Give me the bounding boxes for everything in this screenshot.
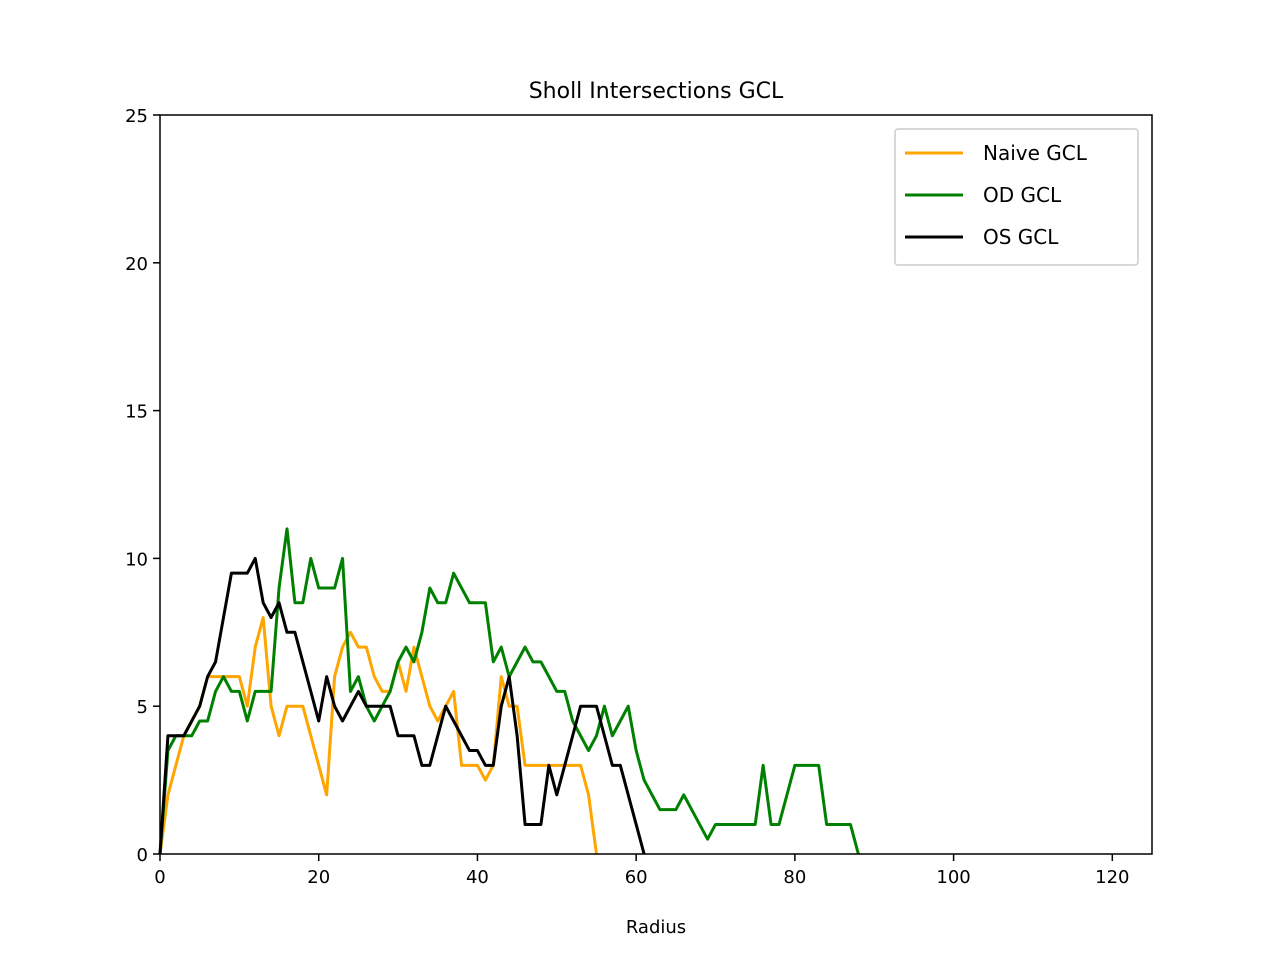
legend: Naive GCL OD GCL OS GCL: [894, 128, 1139, 266]
x-tick-label-2: 40: [466, 867, 489, 888]
legend-label-2: OS GCL: [983, 225, 1059, 249]
series-layer: [158, 527, 860, 855]
legend-label-1: OD GCL: [983, 183, 1062, 207]
y-tick-label-1: 5: [137, 697, 148, 718]
y-tick-label-4: 20: [125, 254, 148, 275]
y-tick-label-2: 10: [125, 549, 148, 570]
chart-title: Sholl Intersections GCL: [529, 79, 784, 104]
y-axis: 0 5 10 15 20 25: [125, 106, 160, 866]
y-tick-label-5: 25: [125, 106, 148, 127]
legend-box: [894, 128, 1139, 266]
plot-frame: [159, 114, 1153, 855]
legend-label-0: Naive GCL: [983, 141, 1088, 165]
series-line-2: [158, 556, 646, 855]
x-tick-label-6: 120: [1095, 867, 1129, 888]
x-tick-label-4: 80: [783, 867, 806, 888]
x-tick-label-3: 60: [625, 867, 648, 888]
x-axis-label: Radius: [626, 917, 686, 938]
series-line-0: [158, 616, 598, 855]
x-tick-label-0: 0: [154, 867, 165, 888]
y-tick-label-0: 0: [137, 845, 148, 866]
y-tick-label-3: 15: [125, 402, 148, 423]
x-axis: 0 20 40 60 80 100 120: [154, 854, 1129, 888]
x-tick-label-5: 100: [936, 867, 970, 888]
x-tick-label-1: 20: [307, 867, 330, 888]
